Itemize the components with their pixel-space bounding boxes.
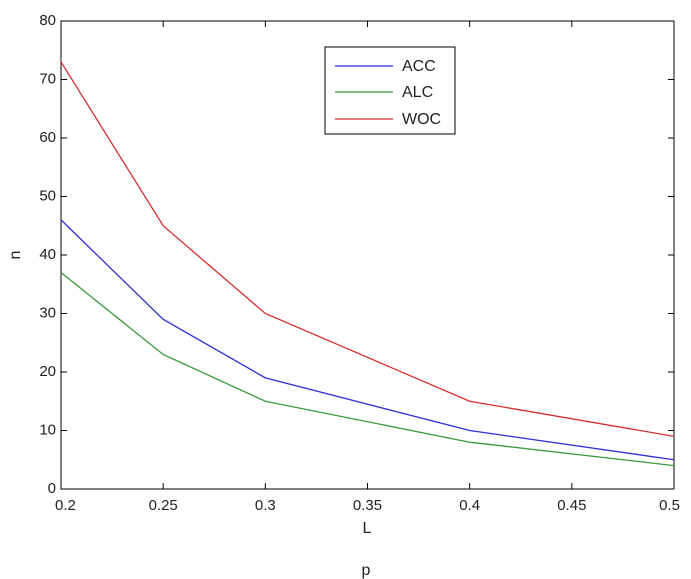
y-axis-ticks: 0 10 20 30 40 50 60 70 80 [39, 12, 674, 497]
y-tick-label: 40 [39, 246, 56, 263]
legend-label-acc: ACC [402, 58, 436, 75]
y-axis-label: n [7, 251, 24, 260]
x-axis-label: L [363, 520, 372, 537]
series-line-woc [60, 61, 675, 437]
y-tick-label: 50 [39, 187, 56, 204]
x-tick-label: 0.4 [459, 497, 480, 514]
series-lines [60, 61, 675, 467]
legend-label-alc: ALC [402, 84, 433, 101]
x-axis-ticks: 0.2 0.25 0.3 0.35 0.4 0.45 0.5 [55, 21, 680, 514]
footer-label: p [362, 562, 371, 579]
x-tick-label: 0.5 [659, 497, 680, 514]
x-tick-label: 0.25 [149, 497, 178, 514]
y-tick-label: 30 [39, 304, 56, 321]
y-tick-label: 70 [39, 70, 56, 87]
y-tick-label: 10 [39, 421, 56, 438]
legend-label-woc: WOC [402, 111, 441, 128]
y-tick-label: 60 [39, 129, 56, 146]
y-tick-label: 0 [48, 480, 56, 497]
y-tick-label: 20 [39, 363, 56, 380]
x-tick-label: 0.45 [557, 497, 586, 514]
series-line-acc [60, 219, 675, 461]
legend: ACC ALC WOC [324, 46, 456, 135]
y-tick-label: 80 [39, 12, 56, 29]
x-tick-label: 0.3 [255, 497, 276, 514]
x-tick-label: 0.35 [353, 497, 382, 514]
series-line-alc [60, 272, 675, 467]
x-tick-label: 0.2 [55, 497, 76, 514]
